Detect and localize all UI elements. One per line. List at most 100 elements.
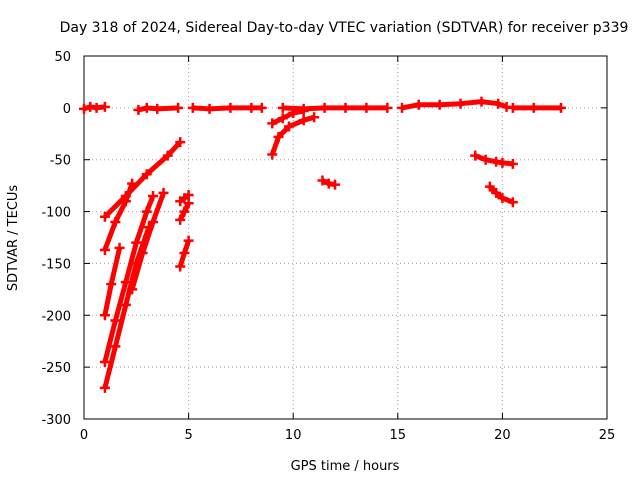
data-point — [148, 216, 159, 227]
data-point — [137, 248, 148, 259]
data-point — [91, 102, 102, 113]
series-line — [271, 108, 305, 126]
data-point — [413, 99, 424, 110]
chart-title: Day 318 of 2024, Sidereal Day-to-day VTE… — [60, 20, 629, 36]
data-point — [183, 235, 194, 246]
data-point — [204, 103, 215, 114]
data-point — [179, 206, 190, 217]
data-series — [79, 96, 566, 393]
y-tick-label: -100 — [41, 206, 71, 221]
series-arc-15 — [175, 235, 194, 272]
series-arc-4 — [277, 102, 393, 114]
data-point — [141, 169, 152, 180]
series-line — [129, 192, 166, 291]
x-tick-label: 15 — [390, 428, 407, 443]
data-point — [133, 104, 144, 115]
data-point — [187, 102, 198, 113]
data-point — [273, 131, 284, 142]
series-arc-20 — [484, 181, 518, 208]
data-point — [99, 211, 110, 222]
series-arc-13 — [175, 189, 194, 207]
data-point — [162, 150, 173, 161]
data-point — [497, 157, 508, 168]
x-tick-label: 0 — [80, 428, 88, 443]
data-point — [361, 102, 372, 113]
data-point — [340, 102, 351, 113]
series-arc-9 — [99, 242, 125, 321]
data-point — [330, 179, 341, 190]
series-arc-2 — [133, 102, 184, 115]
series-arc-17 — [267, 105, 309, 129]
y-tick-label: 0 — [63, 102, 71, 117]
data-point — [175, 261, 186, 272]
series-arc-5 — [396, 96, 512, 113]
data-point — [491, 187, 502, 198]
x-tick-label: 5 — [184, 428, 192, 443]
y-tick-label: -250 — [41, 361, 71, 376]
series-arc-7 — [99, 137, 186, 222]
series-arc-10 — [99, 191, 159, 367]
data-point — [110, 216, 121, 227]
series-arc-19 — [470, 150, 518, 169]
data-point — [246, 102, 257, 113]
data-point — [99, 101, 110, 112]
data-point — [120, 299, 131, 310]
data-point — [173, 102, 184, 113]
series-arc-8 — [99, 178, 138, 255]
data-point — [183, 198, 194, 209]
data-point — [175, 137, 186, 148]
data-point — [497, 193, 508, 204]
data-point — [256, 102, 267, 113]
series-arc-3 — [187, 102, 267, 114]
data-point — [106, 279, 117, 290]
y-axis-label: SDTVAR / TECUs — [6, 185, 21, 292]
y-tick-label: -50 — [50, 154, 71, 169]
data-point — [141, 206, 152, 217]
x-axis-label: GPS time / hours — [291, 459, 400, 474]
data-point — [99, 244, 110, 255]
data-point — [476, 96, 487, 107]
x-tick-label: 10 — [285, 428, 302, 443]
data-point — [309, 112, 320, 123]
data-point — [284, 121, 295, 132]
y-tick-label: -200 — [41, 309, 71, 324]
series-arc-12 — [127, 187, 169, 295]
data-point — [507, 102, 518, 113]
data-point — [99, 356, 110, 367]
data-point — [175, 214, 186, 225]
x-tick-label: 20 — [494, 428, 511, 443]
data-point — [382, 102, 393, 113]
data-point — [493, 98, 504, 109]
data-point — [277, 113, 288, 124]
series-line — [488, 184, 514, 205]
data-point — [110, 315, 121, 326]
data-point — [225, 102, 236, 113]
data-point — [319, 102, 330, 113]
data-point — [79, 103, 89, 114]
data-point — [507, 158, 518, 169]
data-point — [480, 154, 491, 165]
data-point — [317, 175, 328, 186]
y-tick-label: -300 — [41, 413, 71, 428]
series-arc-18 — [317, 175, 341, 190]
data-point — [396, 102, 407, 113]
data-point — [288, 108, 299, 119]
y-tick-label: -150 — [41, 257, 71, 272]
y-tick-label: 50 — [54, 50, 71, 65]
data-point — [120, 196, 131, 207]
data-point — [455, 98, 466, 109]
data-point — [434, 99, 445, 110]
data-point — [528, 102, 539, 113]
data-point — [158, 187, 169, 198]
data-point — [484, 181, 495, 192]
data-point — [99, 310, 110, 321]
series-arc-16 — [267, 112, 320, 160]
data-point — [470, 150, 481, 161]
data-point — [267, 118, 278, 129]
series-arc-14 — [175, 198, 194, 225]
axis-ticks: 0 5 10 15 20 25 50 0 -50 -100 -150 -200 -250 -300 — [41, 50, 615, 443]
data-point — [127, 178, 138, 189]
series-line — [102, 182, 135, 251]
data-point — [179, 248, 190, 259]
